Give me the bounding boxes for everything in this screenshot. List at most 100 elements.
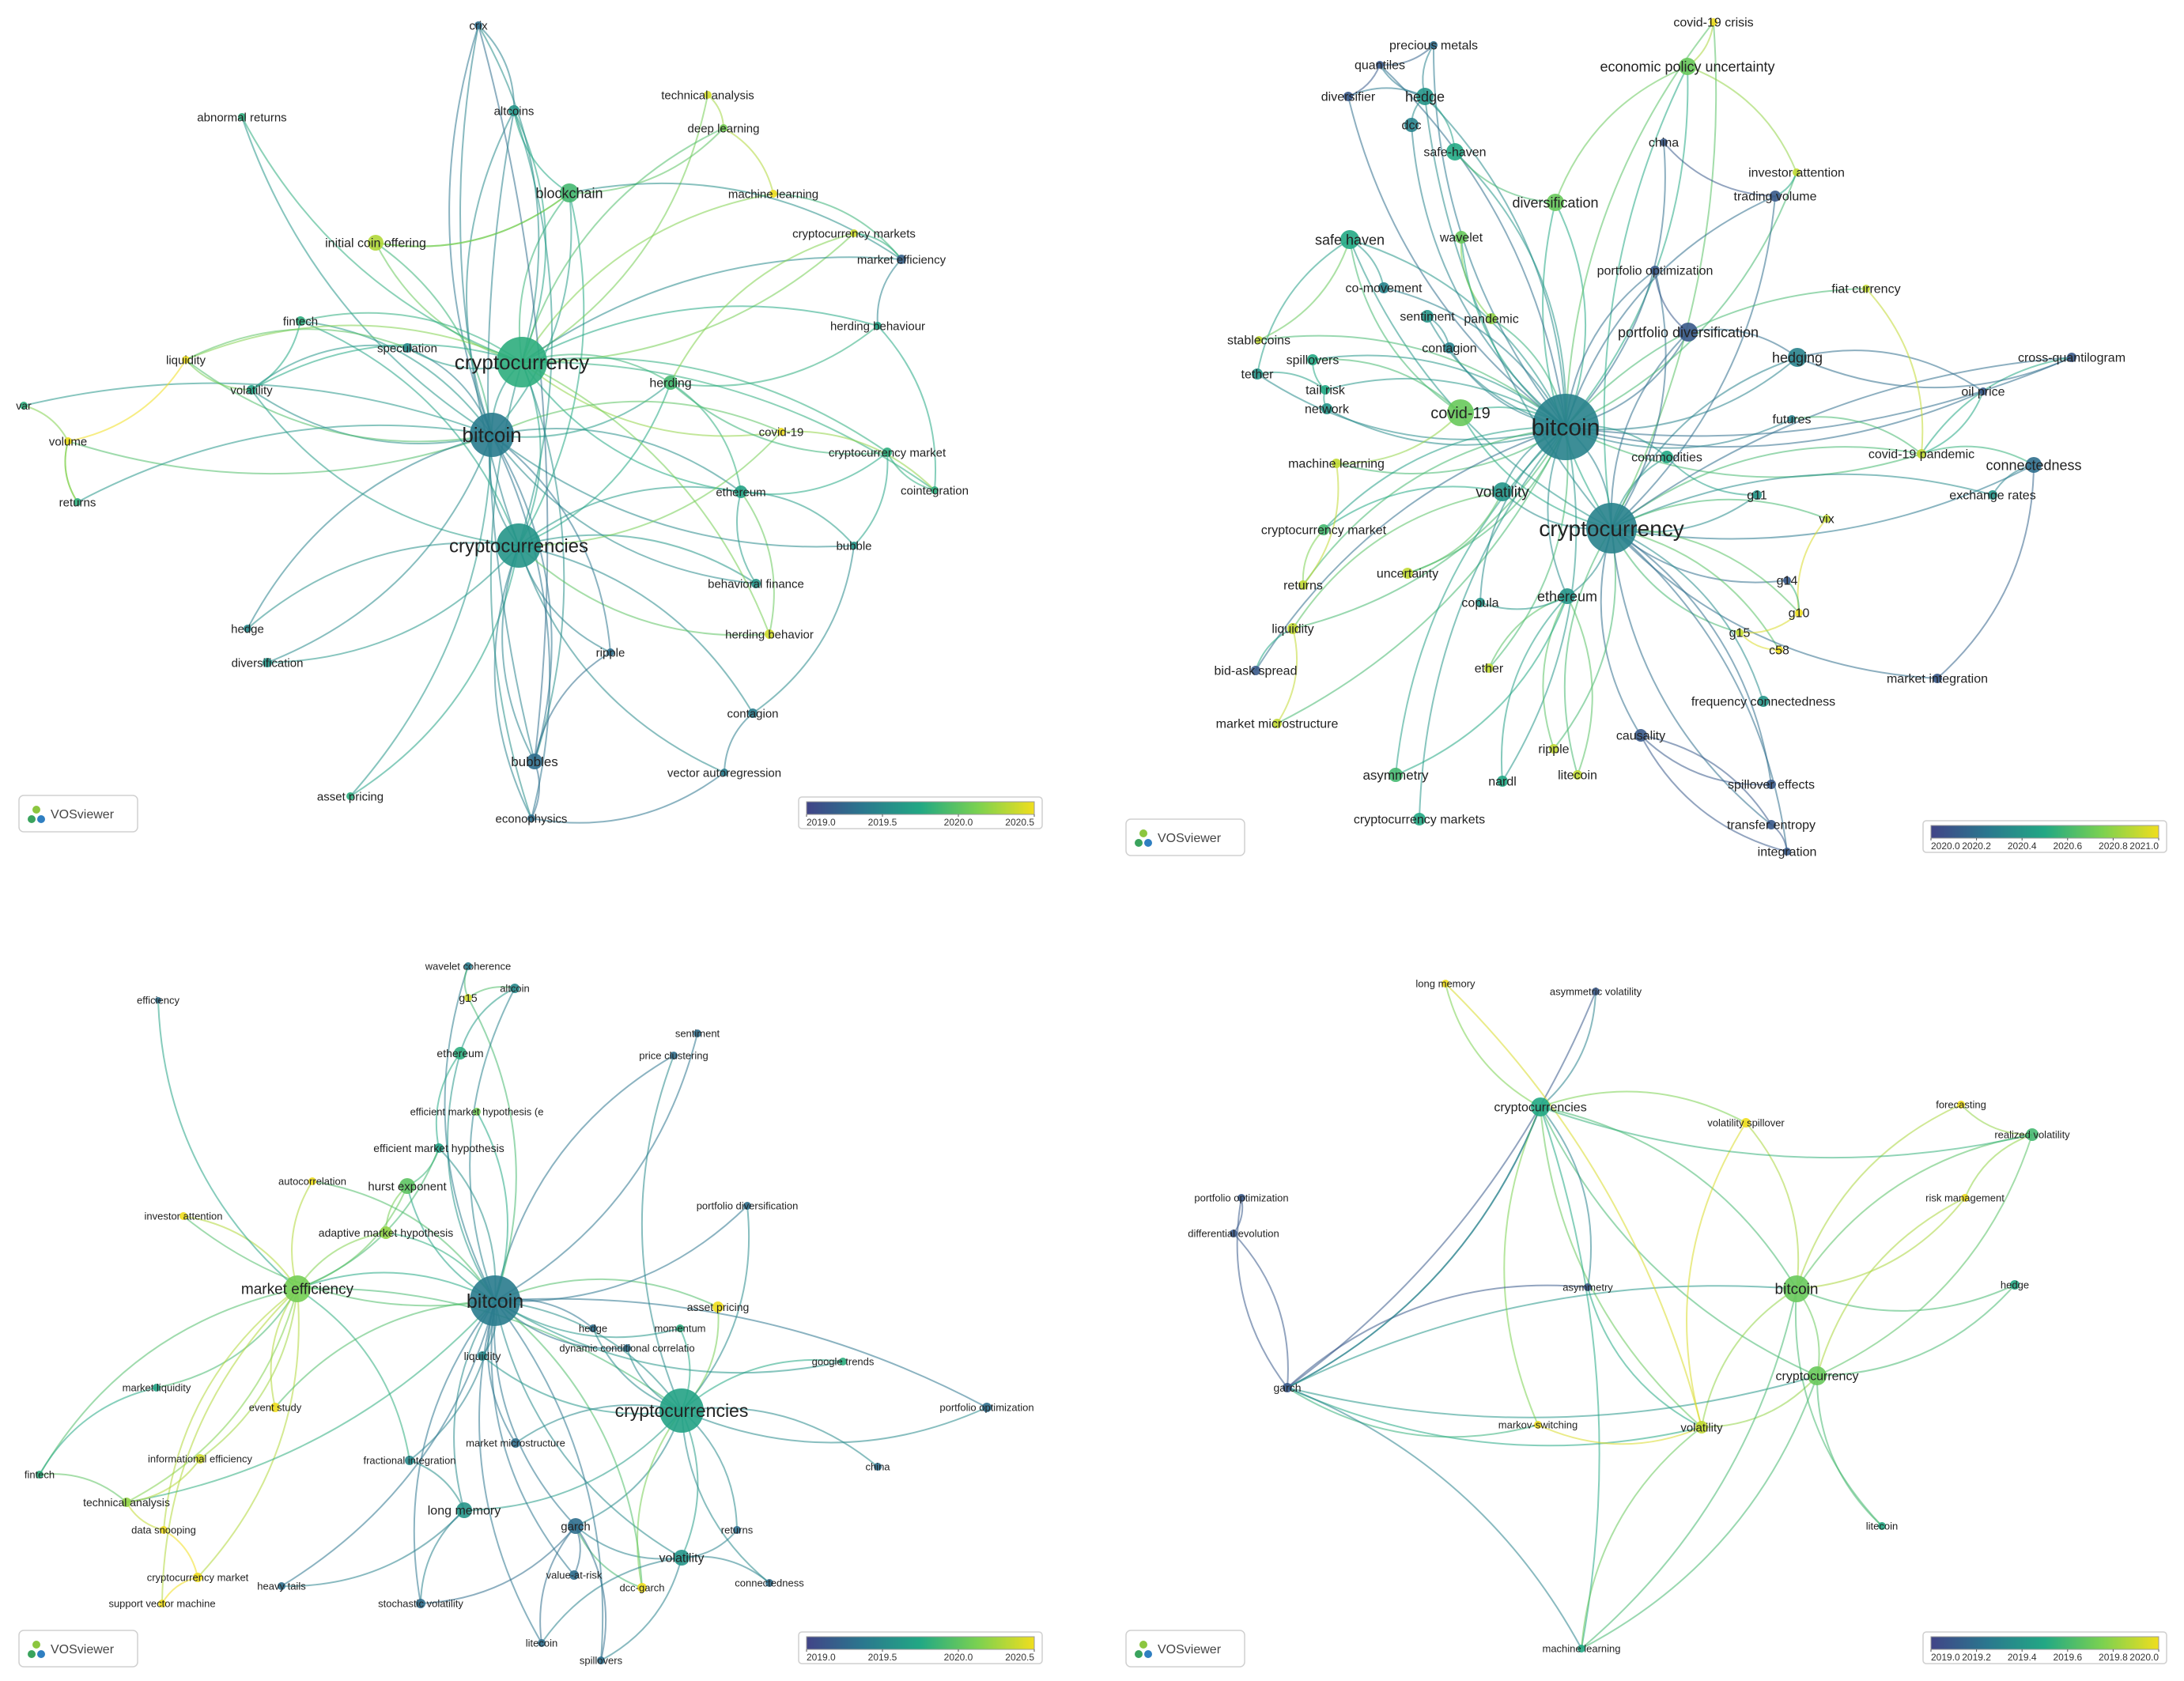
node-fiat-currency[interactable] — [1862, 285, 1870, 293]
node-futures[interactable] — [1788, 415, 1796, 423]
node-g14[interactable] — [1783, 576, 1791, 584]
node-data-snooping[interactable] — [160, 1526, 168, 1534]
node-ethereum[interactable] — [1559, 588, 1575, 604]
node-litecoin[interactable] — [1878, 1522, 1886, 1530]
node-portfolio-optimization[interactable] — [1237, 1194, 1245, 1202]
node-covid-19[interactable] — [777, 428, 785, 436]
node-technical-analysis[interactable] — [122, 1498, 131, 1507]
node-machine-learning[interactable] — [1578, 1645, 1585, 1653]
node-co-movement[interactable] — [1378, 282, 1389, 293]
node-bubble[interactable] — [850, 542, 858, 550]
node-hedging[interactable] — [1788, 348, 1807, 367]
node-oil-price[interactable] — [1979, 387, 1987, 395]
node-portfolio-diversification[interactable] — [1679, 323, 1698, 342]
node-portfolio-optimization[interactable] — [982, 1403, 992, 1412]
node-speculation[interactable] — [402, 343, 412, 353]
node-diversification[interactable] — [1547, 194, 1564, 211]
node-blockchain[interactable] — [560, 183, 579, 202]
node-volatility-spillover[interactable] — [1741, 1118, 1751, 1128]
node-cryptocurrency-markets[interactable] — [1413, 813, 1426, 825]
node-covid-19-pandemic[interactable] — [1917, 449, 1926, 459]
node-spillovers[interactable] — [1307, 354, 1318, 365]
node-diversification[interactable] — [263, 658, 272, 667]
node-event-study[interactable] — [270, 1403, 280, 1412]
node-behavioral-finance[interactable] — [751, 579, 761, 588]
node-dynamic-conditional-correlatio[interactable] — [623, 1344, 631, 1352]
node-altcoin[interactable] — [510, 984, 520, 993]
node-efficient-market-hypothesis[interactable] — [434, 1143, 444, 1153]
node-copula[interactable] — [1476, 598, 1485, 607]
node-asymmetry[interactable] — [1584, 1283, 1592, 1291]
node-deep-learning[interactable] — [720, 124, 727, 132]
node-market-efficiency[interactable] — [284, 1275, 311, 1302]
node-technical-analysis[interactable] — [704, 91, 712, 99]
node-crix[interactable] — [474, 21, 482, 29]
node-herding-behavior[interactable] — [765, 629, 774, 639]
node-hedge[interactable] — [1416, 88, 1434, 105]
node-market-efficiency[interactable] — [897, 255, 906, 264]
node-long-memory[interactable] — [1442, 980, 1449, 988]
node-liquidity[interactable] — [478, 1351, 487, 1361]
node-frequency-connectedness[interactable] — [1758, 696, 1769, 707]
node-litecoin[interactable] — [538, 1639, 546, 1647]
node-econophysics[interactable] — [527, 814, 535, 822]
node-fintech[interactable] — [296, 316, 305, 326]
node-cryptocurrencies[interactable] — [497, 523, 541, 568]
node-adaptive-market-hypothesis[interactable] — [380, 1226, 392, 1239]
node-market-integration[interactable] — [1933, 674, 1942, 683]
node-heavy-tails[interactable] — [278, 1582, 285, 1590]
node-price-clustering[interactable] — [670, 1052, 678, 1060]
node-long-memory[interactable] — [456, 1502, 472, 1518]
node-uncertainty[interactable] — [1402, 568, 1413, 579]
node-momentum[interactable] — [676, 1324, 684, 1332]
node-precious-metals[interactable] — [1430, 41, 1438, 49]
node-hurst-exponent[interactable] — [399, 1178, 415, 1194]
node-informational-efficiency[interactable] — [195, 1454, 205, 1464]
node-volatility[interactable] — [1493, 482, 1512, 501]
node-connectedness[interactable] — [765, 1579, 773, 1587]
node-cointegration[interactable] — [931, 486, 939, 494]
node-spillovers[interactable] — [597, 1656, 605, 1664]
node-asset-pricing[interactable] — [346, 792, 354, 800]
node-volume[interactable] — [64, 437, 72, 445]
node-stochastic-volatility[interactable] — [416, 1599, 425, 1608]
node-cryptocurrency[interactable] — [1586, 503, 1637, 553]
node-abnormal-returns[interactable] — [238, 113, 246, 121]
node-asymmetric-volatility[interactable] — [1592, 988, 1600, 995]
node-returns[interactable] — [74, 498, 81, 506]
node-vector-autoregression[interactable] — [720, 769, 728, 776]
node-herding[interactable] — [663, 376, 678, 390]
node-portfolio-optimization[interactable] — [1650, 266, 1660, 275]
node-differential-evolution[interactable] — [1230, 1230, 1237, 1237]
node-ripple[interactable] — [606, 648, 614, 656]
node-market-microstructure[interactable] — [1272, 719, 1282, 728]
node-ethereum[interactable] — [454, 1047, 467, 1060]
node-garch[interactable] — [1283, 1383, 1292, 1392]
node-bitcoin[interactable] — [1532, 394, 1599, 460]
node-commodities[interactable] — [1661, 451, 1673, 463]
node-cross-quantilogram[interactable] — [2067, 353, 2076, 362]
node-cryptocurrency-market[interactable] — [1318, 524, 1329, 535]
node-hedge[interactable] — [2010, 1280, 2020, 1290]
node-transfer-entropy[interactable] — [1766, 820, 1776, 829]
node-exchange-rates[interactable] — [1988, 490, 1997, 500]
node-tail-risk[interactable] — [1321, 385, 1330, 395]
node-value-at-risk[interactable] — [569, 1570, 579, 1580]
node-cryptocurrencies[interactable] — [659, 1388, 704, 1433]
node-sentiment[interactable] — [693, 1029, 701, 1037]
node-machine-learning[interactable] — [769, 190, 777, 198]
node-nardl[interactable] — [1497, 776, 1508, 787]
node-initial-coin-offering[interactable] — [368, 235, 384, 251]
node-asymmetry[interactable] — [1389, 768, 1403, 782]
node-herding-behaviour[interactable] — [874, 322, 882, 330]
node-volatility[interactable] — [1695, 1421, 1708, 1434]
node-cryptocurrency[interactable] — [1808, 1366, 1827, 1385]
node-forecasting[interactable] — [1957, 1101, 1965, 1109]
node-dcc[interactable] — [1404, 118, 1419, 132]
node-altcoins[interactable] — [508, 105, 520, 116]
node-cryptocurrencies[interactable] — [1531, 1097, 1550, 1116]
node-risk-management[interactable] — [1961, 1194, 1969, 1202]
node-cryptocurrency[interactable] — [497, 337, 547, 387]
node-returns[interactable] — [1298, 580, 1308, 590]
node-cryptocurrency-market[interactable] — [882, 448, 892, 457]
